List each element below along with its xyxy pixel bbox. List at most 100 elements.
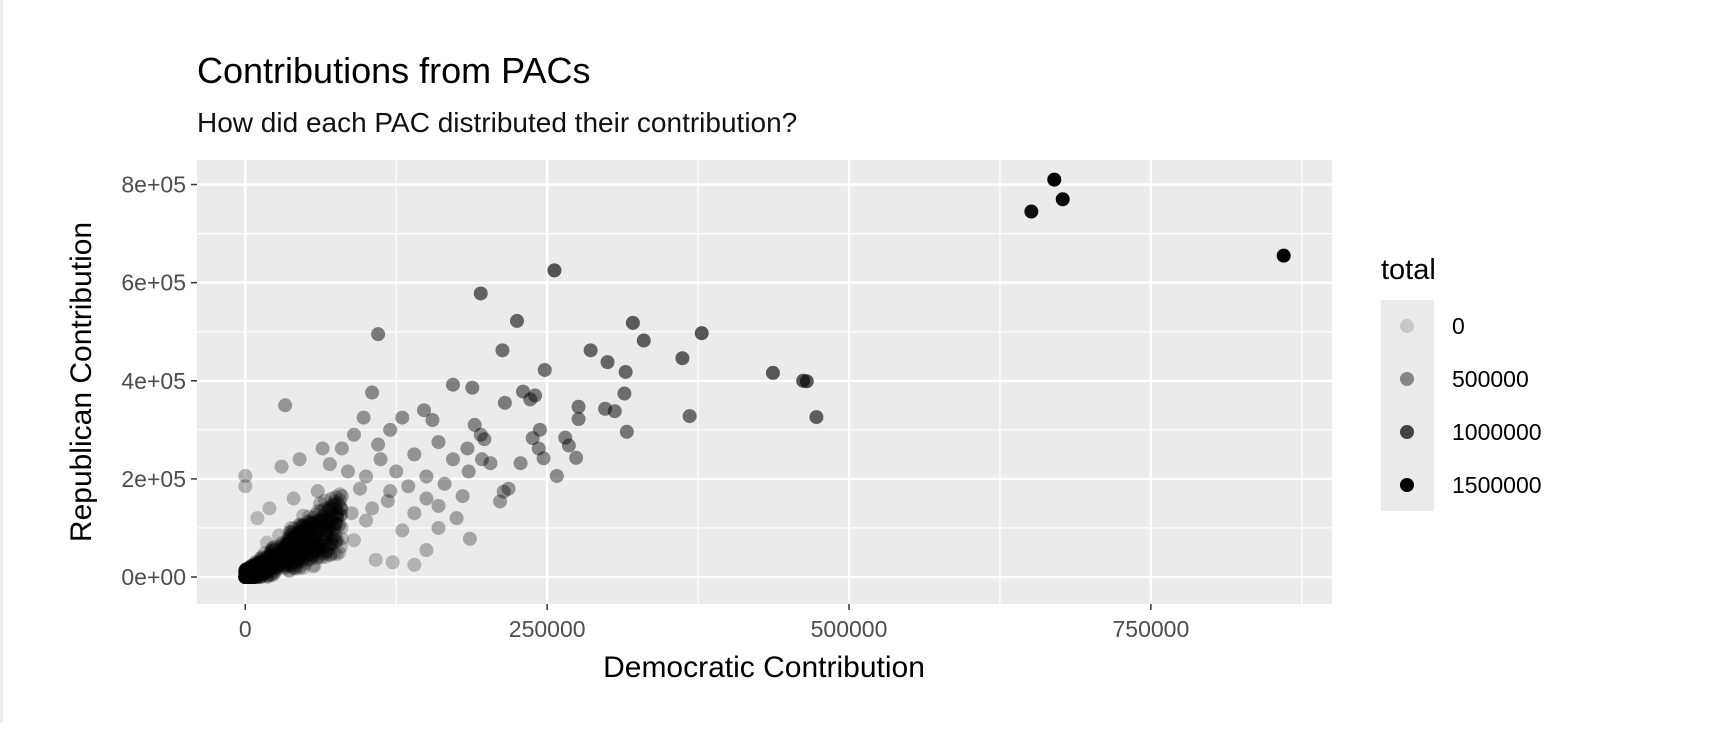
scatter-point bbox=[292, 551, 307, 566]
scatter-point bbox=[316, 509, 331, 524]
scatter-point bbox=[331, 495, 346, 510]
scatter-point bbox=[239, 566, 254, 581]
scatter-point bbox=[239, 562, 254, 577]
scatter-point bbox=[318, 546, 333, 561]
scatter-point bbox=[249, 567, 264, 582]
scatter-point bbox=[315, 512, 330, 527]
scatter-point bbox=[316, 509, 331, 524]
scatter-point bbox=[239, 570, 254, 585]
scatter-point bbox=[322, 516, 337, 531]
scatter-point bbox=[239, 570, 254, 585]
scatter-point bbox=[240, 567, 255, 582]
scatter-point bbox=[315, 512, 330, 527]
scatter-point bbox=[276, 536, 291, 551]
scatter-point bbox=[302, 543, 317, 558]
scatter-point bbox=[334, 441, 349, 456]
scatter-point bbox=[246, 563, 261, 578]
scatter-point bbox=[271, 558, 286, 573]
scatter-point bbox=[243, 566, 258, 581]
legend-keys: 0 500000 1000000 1500000 bbox=[1400, 313, 1542, 498]
scatter-point bbox=[437, 476, 452, 491]
scatter-point bbox=[304, 516, 319, 531]
scatter-point bbox=[238, 570, 253, 585]
scatter-point bbox=[298, 525, 313, 540]
scatter-point bbox=[277, 550, 292, 565]
scatter-point bbox=[300, 542, 315, 557]
scatter-point bbox=[241, 570, 256, 585]
scatter-point bbox=[275, 549, 290, 564]
scatter-point bbox=[537, 362, 552, 377]
scatter-point bbox=[249, 568, 264, 583]
scatter-point bbox=[249, 567, 264, 582]
scatter-point bbox=[240, 570, 255, 585]
scatter-point bbox=[256, 558, 271, 573]
scatter-point bbox=[477, 432, 492, 447]
scatter-point bbox=[310, 541, 325, 556]
scatter-point bbox=[270, 561, 285, 576]
scatter-point bbox=[326, 498, 341, 513]
scatter-point bbox=[241, 570, 256, 585]
scatter-point bbox=[300, 552, 315, 567]
scatter-point bbox=[290, 528, 305, 543]
scatter-point bbox=[312, 521, 327, 536]
scatter-point bbox=[266, 551, 281, 566]
scatter-point bbox=[250, 570, 265, 585]
scatter-point bbox=[252, 565, 267, 580]
scatter-point bbox=[299, 523, 314, 538]
scatter-point bbox=[281, 546, 296, 561]
scatter-point bbox=[322, 510, 337, 525]
scatter-point bbox=[299, 529, 314, 544]
scatter-point bbox=[346, 427, 361, 442]
left-divider bbox=[0, 0, 3, 722]
scatter-point bbox=[254, 565, 269, 580]
scatter-point bbox=[245, 561, 260, 576]
scatter-point bbox=[261, 552, 276, 567]
scatter-point bbox=[270, 554, 285, 569]
scatter-point bbox=[292, 561, 307, 576]
scatter-point bbox=[239, 568, 254, 583]
scatter-point bbox=[260, 559, 275, 574]
scatter-point bbox=[281, 537, 296, 552]
scatter-point bbox=[276, 553, 291, 568]
scatter-point bbox=[242, 562, 257, 577]
scatter-point bbox=[268, 558, 283, 573]
scatter-point bbox=[257, 553, 272, 568]
scatter-point bbox=[268, 558, 283, 573]
legend-title: total bbox=[1381, 254, 1436, 286]
scatter-point bbox=[238, 570, 253, 585]
scatter-point bbox=[271, 560, 286, 575]
scatter-point bbox=[238, 570, 253, 585]
scatter-point bbox=[331, 505, 346, 520]
scatter-point bbox=[267, 553, 282, 568]
scatter-point bbox=[274, 536, 289, 551]
scatter-point bbox=[247, 566, 262, 581]
scatter-point bbox=[257, 553, 272, 568]
scatter-point bbox=[300, 521, 315, 536]
scatter-point bbox=[254, 565, 269, 580]
scatter-point bbox=[250, 560, 265, 575]
scatter-point bbox=[239, 568, 254, 583]
scatter-point bbox=[238, 570, 253, 585]
scatter-point bbox=[264, 552, 279, 567]
scatter-point bbox=[270, 556, 285, 571]
scatter-point bbox=[251, 561, 266, 576]
scatter-point bbox=[311, 549, 326, 564]
scatter-point bbox=[258, 566, 273, 581]
scatter-point bbox=[483, 456, 498, 471]
scatter-point bbox=[252, 563, 267, 578]
scatter-point bbox=[242, 564, 257, 579]
scatter-point bbox=[239, 570, 254, 585]
scatter-point bbox=[244, 566, 259, 581]
scatter-point bbox=[238, 570, 253, 585]
scatter-point bbox=[259, 554, 274, 569]
scatter-point bbox=[261, 554, 276, 569]
scatter-point bbox=[246, 569, 261, 584]
scatter-point bbox=[373, 452, 388, 467]
scatter-point bbox=[268, 549, 283, 564]
scatter-point bbox=[249, 567, 264, 582]
scatter-point bbox=[266, 552, 281, 567]
scatter-point bbox=[278, 549, 293, 564]
scatter-point bbox=[249, 562, 264, 577]
scatter-point bbox=[547, 263, 562, 278]
scatter-point bbox=[1024, 204, 1039, 219]
